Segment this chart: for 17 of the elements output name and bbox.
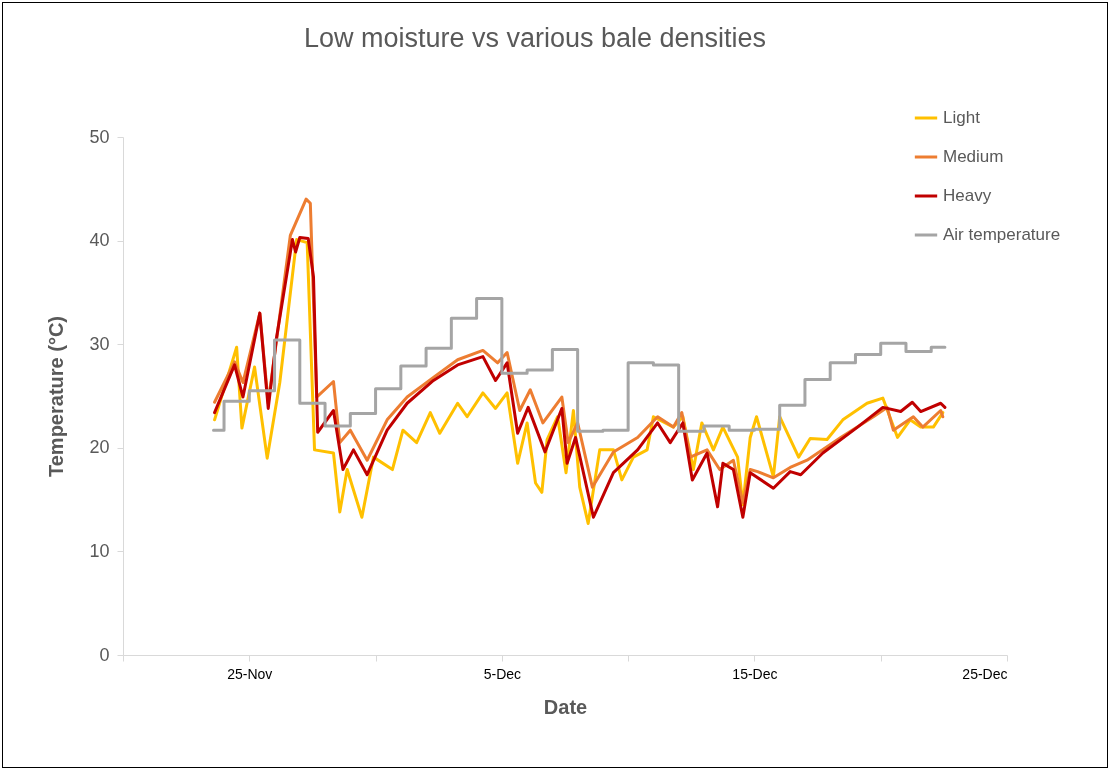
y-tick-label: 20 xyxy=(89,437,110,458)
legend-label: Medium xyxy=(943,147,1004,166)
y-tick-label: 50 xyxy=(89,126,110,147)
y-tick-label: 40 xyxy=(89,230,110,251)
x-tick-label: 25-Dec xyxy=(962,665,1008,682)
y-axis-title: Temperature (°C) xyxy=(45,316,68,477)
x-tick-label: 15-Dec xyxy=(732,665,778,682)
x-tick-label: 25-Nov xyxy=(227,665,273,682)
y-tick-label: 0 xyxy=(99,644,110,665)
legend-label: Heavy xyxy=(943,186,992,205)
y-tick-label: 10 xyxy=(89,540,110,561)
chart-title: Low moisture vs various bale densities xyxy=(303,23,767,53)
legend-label: Air temperature xyxy=(943,225,1061,244)
legend-label: Light xyxy=(943,108,981,127)
x-tick-label: 5-Dec xyxy=(483,665,522,682)
x-axis-title: Date xyxy=(543,695,588,718)
y-tick-label: 30 xyxy=(89,333,110,354)
